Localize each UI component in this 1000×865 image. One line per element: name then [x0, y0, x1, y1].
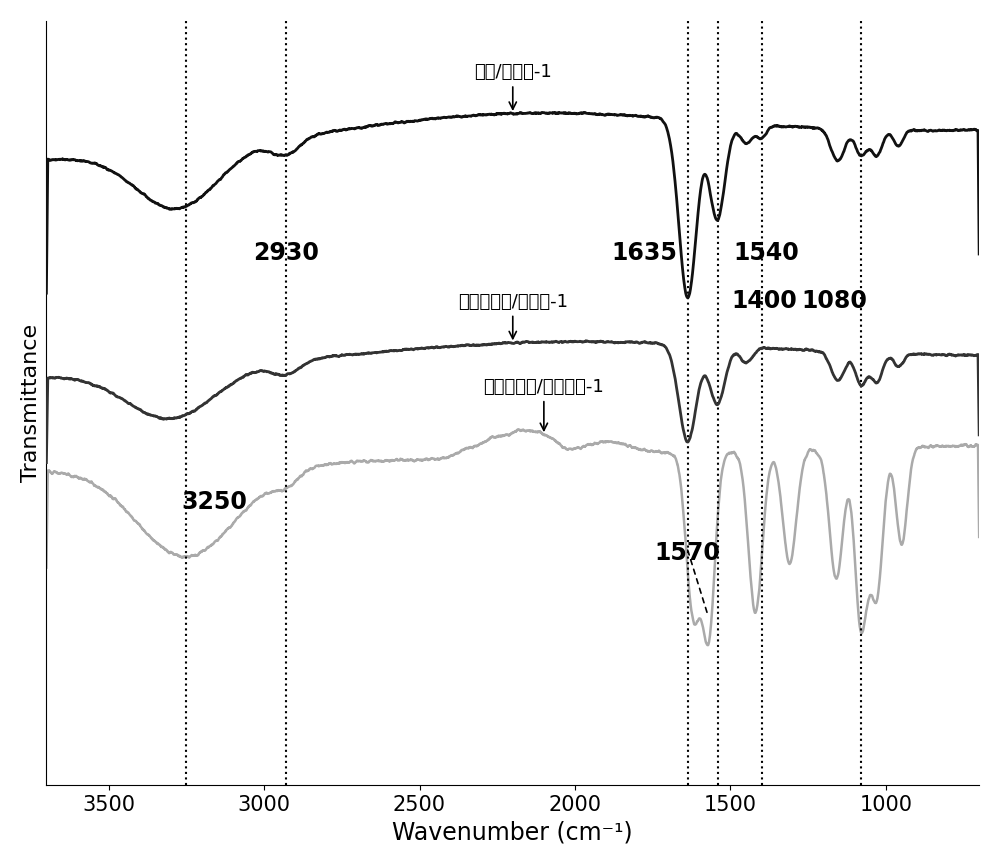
Text: 1400: 1400	[732, 290, 798, 313]
Text: 1540: 1540	[734, 240, 799, 265]
Text: 甲基纤维素/海藻酸钒-1: 甲基纤维素/海藻酸钒-1	[483, 378, 604, 431]
Text: 2930: 2930	[253, 240, 319, 265]
Text: 1080: 1080	[801, 290, 867, 313]
Y-axis label: Transmittance: Transmittance	[21, 324, 41, 482]
Text: 明胶/壳聚糖-1: 明胶/壳聚糖-1	[474, 63, 552, 109]
Text: 3250: 3250	[181, 490, 247, 514]
Text: 1635: 1635	[612, 240, 678, 265]
X-axis label: Wavenumber (cm⁻¹): Wavenumber (cm⁻¹)	[392, 820, 633, 844]
Text: 甲基纤维素/壳聚糖-1: 甲基纤维素/壳聚糖-1	[458, 292, 568, 338]
Text: 1570: 1570	[654, 541, 720, 565]
